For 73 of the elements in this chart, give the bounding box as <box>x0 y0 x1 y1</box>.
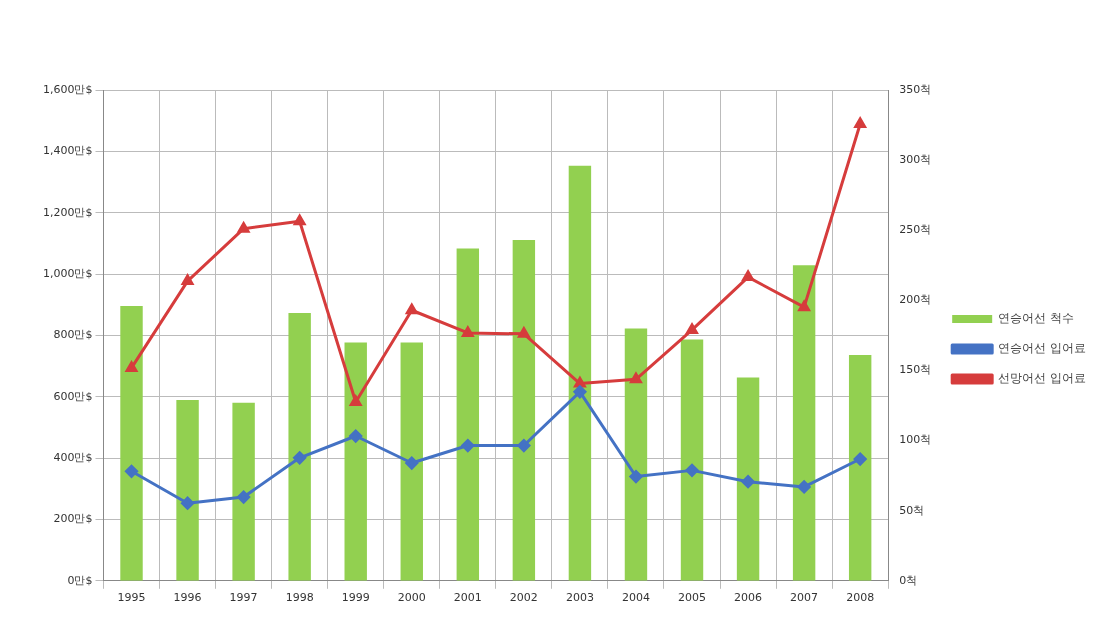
point <box>853 452 867 466</box>
bar <box>848 355 872 581</box>
point <box>741 475 755 489</box>
legend-label: 선망어선 입어료 <box>998 371 1087 386</box>
y-tick-label: 1,400만$ <box>42 144 93 158</box>
y-tick-label: 1,000만$ <box>42 266 93 280</box>
bar <box>680 339 704 581</box>
bar <box>624 328 648 581</box>
bar <box>120 305 143 581</box>
point <box>405 456 419 470</box>
point <box>349 395 362 406</box>
bar <box>232 402 255 581</box>
point <box>349 429 363 443</box>
point <box>293 451 307 465</box>
point <box>293 214 306 226</box>
x-tick-label: 2004 <box>621 591 650 605</box>
x-tick-label: 2006 <box>734 591 763 605</box>
y2-tick-label: 0척 <box>899 573 918 587</box>
x-tick-label: 1998 <box>285 591 314 605</box>
y2-tick-label: 250척 <box>899 223 932 237</box>
y2-tick-label: 150척 <box>899 363 932 377</box>
bar <box>792 265 816 581</box>
x-tick-label: 2001 <box>453 591 482 605</box>
point <box>181 274 194 286</box>
y2-tick-label: 350척 <box>899 82 932 96</box>
point <box>573 385 587 399</box>
point <box>125 361 138 372</box>
x-tick-label: 2007 <box>790 591 819 605</box>
x-tick-label: 2005 <box>678 591 707 605</box>
point <box>461 439 475 453</box>
y2-tick-label: 200척 <box>899 293 932 307</box>
y2-tick-label: 300척 <box>899 152 932 166</box>
x-tick-label: 1995 <box>117 591 146 605</box>
x-tick-label: 1996 <box>173 591 202 605</box>
point <box>181 496 195 510</box>
bar <box>176 399 199 581</box>
bar <box>456 248 480 581</box>
bar <box>400 342 423 581</box>
y-tick-label: 1,600만$ <box>42 82 93 96</box>
point <box>629 470 643 484</box>
bar <box>568 165 592 581</box>
y-tick-label: 1,200만$ <box>42 205 93 219</box>
x-tick-label: 2000 <box>397 591 426 605</box>
y-tick-label: 200만$ <box>53 512 93 526</box>
x-tick-label: 2008 <box>846 591 875 605</box>
point <box>630 372 642 384</box>
x-tick-label: 2003 <box>565 591 594 605</box>
y-tick-label: 400만$ <box>53 450 93 464</box>
x-tick-label: 1999 <box>341 591 370 605</box>
point <box>517 439 531 453</box>
point <box>125 464 139 478</box>
point <box>854 117 866 129</box>
bar <box>736 377 760 581</box>
point <box>742 270 754 282</box>
point <box>461 326 474 337</box>
point <box>686 323 698 334</box>
point <box>685 463 699 477</box>
bar <box>344 342 367 581</box>
point <box>797 480 811 494</box>
x-tick-label: 2002 <box>509 591 538 605</box>
y2-tick-label: 100척 <box>899 433 932 447</box>
point <box>405 303 418 315</box>
y-tick-label: 600만$ <box>53 389 93 403</box>
bar <box>512 240 536 581</box>
y-tick-label: 800만$ <box>53 328 93 342</box>
y2-tick-label: 50척 <box>899 503 925 517</box>
x-tick-label: 1997 <box>229 591 258 605</box>
point <box>798 300 810 312</box>
point <box>237 490 251 504</box>
legend-label: 연승어선 척수 <box>998 311 1075 326</box>
y-tick-label: 0만$ <box>67 573 93 587</box>
legend-label: 연승어선 입어료 <box>998 341 1087 356</box>
bar <box>288 312 311 581</box>
